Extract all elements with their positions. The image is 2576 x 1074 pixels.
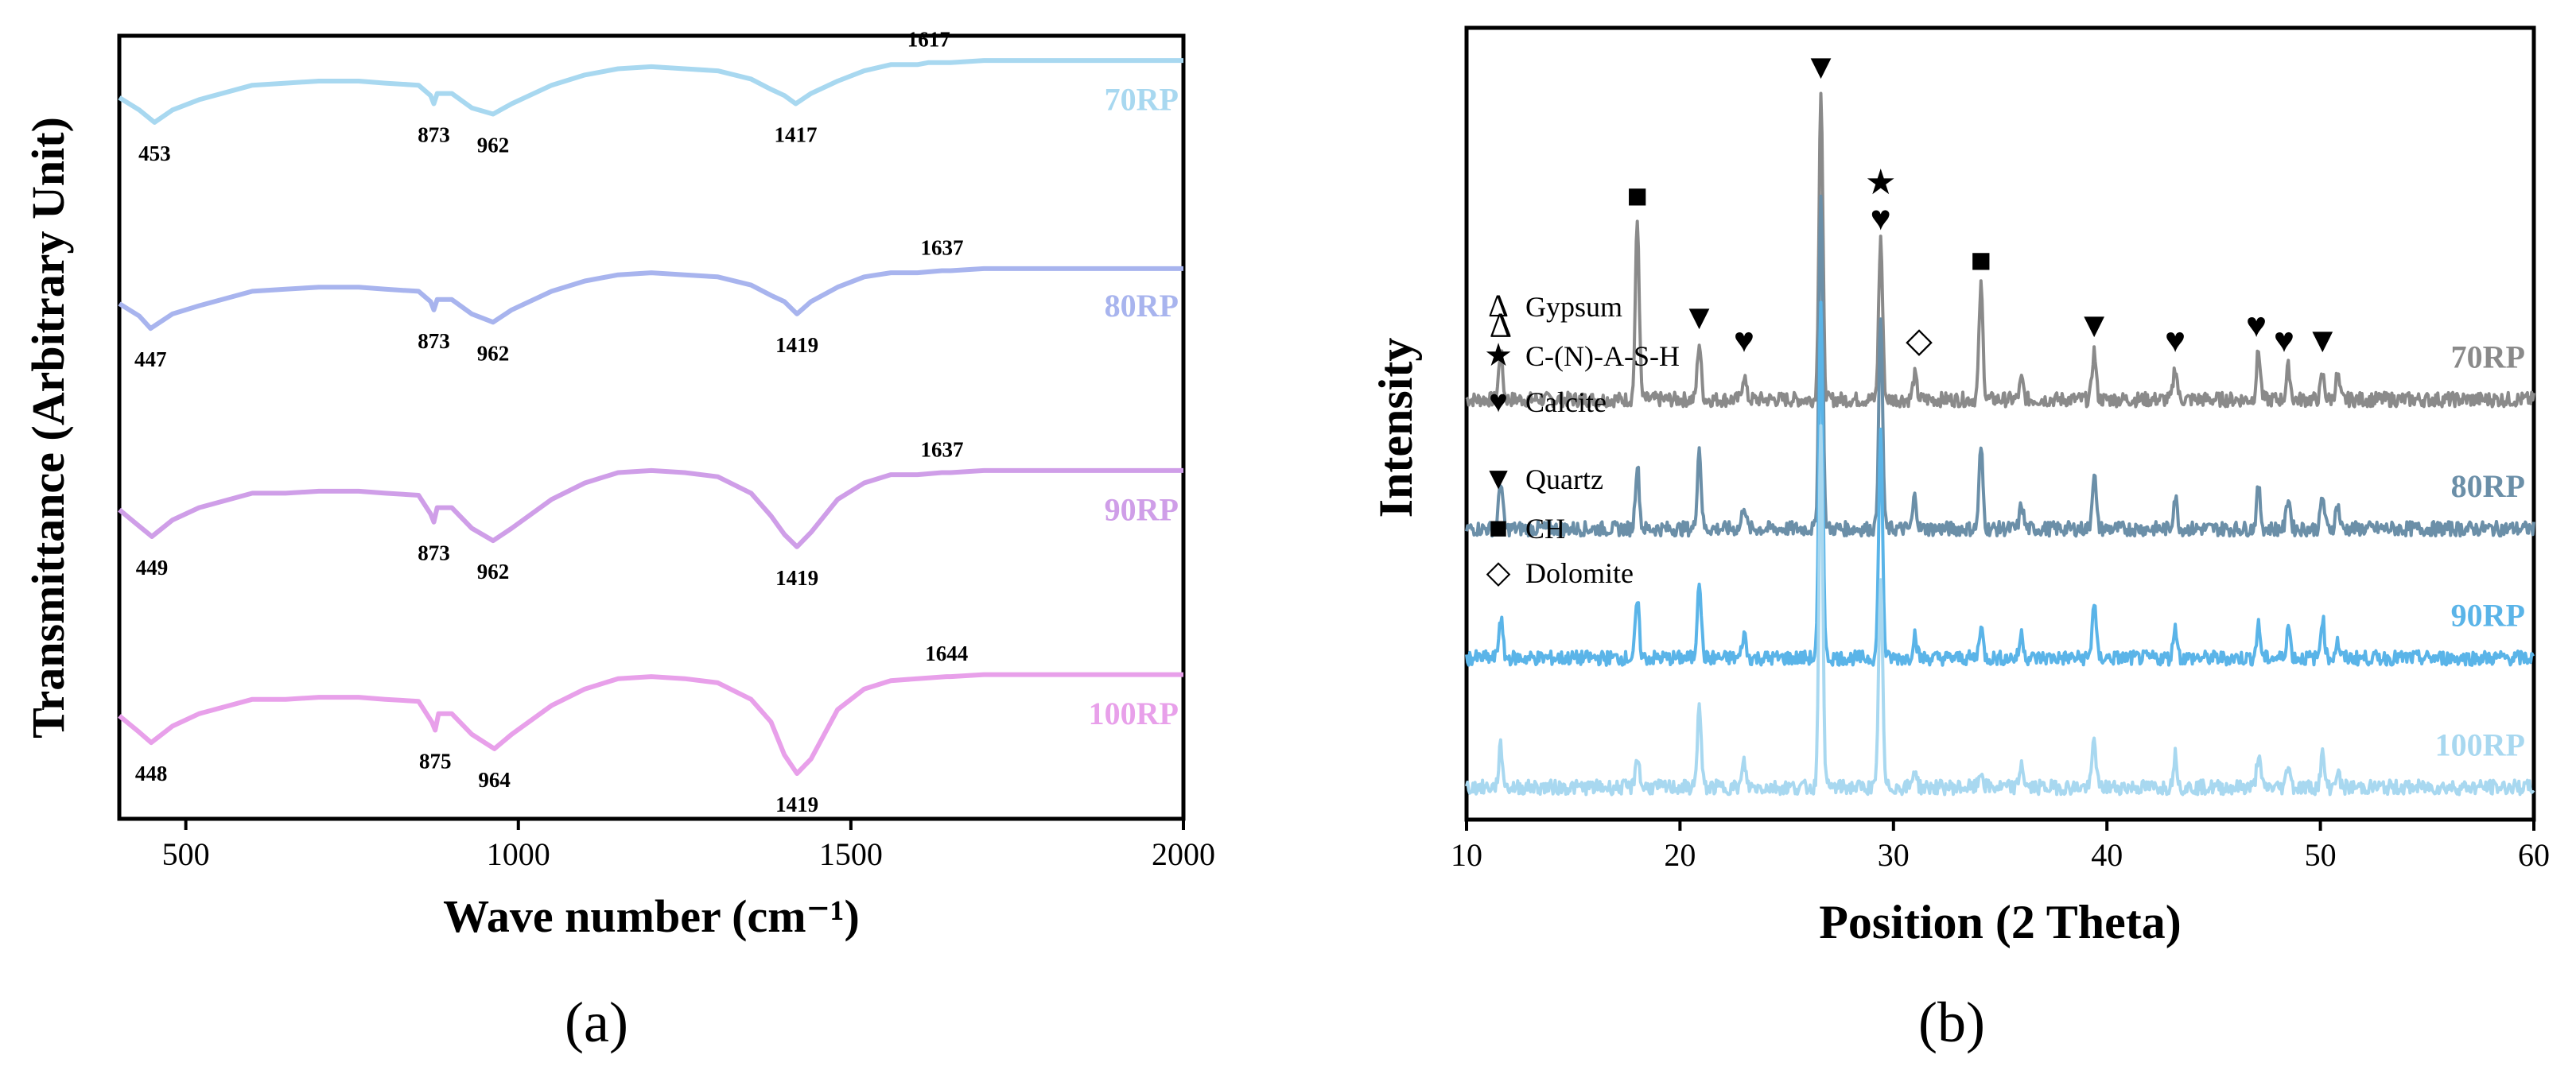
xrd-phase-marker-calcite: ♥: [2165, 321, 2186, 360]
ftir-peak-label: 1419: [775, 333, 818, 357]
legend-label: C-(N)-A-S-H: [1525, 340, 1680, 372]
panel-a-frame: [117, 33, 1186, 821]
x-tick-label: 1000: [487, 836, 550, 872]
ftir-peak-label: 875: [419, 750, 452, 774]
xrd-phase-marker-ch: ■: [1626, 176, 1648, 215]
ftir-peak-label: 449: [136, 556, 169, 580]
xrd-curve-100RP: [1465, 424, 2535, 797]
xrd-phase-marker-dolomite: ◇: [1906, 321, 1933, 360]
ftir-curve-70RP: [118, 58, 1183, 125]
ftir-peak-label: 873: [418, 329, 450, 353]
ftir-peak-label: 962: [477, 341, 510, 365]
xrd-phase-marker-calcite: ♥: [1734, 321, 1754, 360]
panel-a-x-axis-label: Wave number (cm⁻¹): [443, 890, 860, 942]
ftir-peak-label: 1419: [775, 566, 818, 590]
panel-b-curves: [1465, 91, 2535, 797]
ftir-peak-label: 962: [477, 134, 510, 157]
xrd-phase-marker-ch: ■: [1971, 241, 1992, 280]
panel-a-x-ticks: 500 1000 1500 2000: [162, 819, 1215, 872]
ftir-peak-label: 873: [418, 123, 450, 147]
legend-symbol: ■: [1489, 510, 1508, 545]
ftir-peak-label: 964: [478, 768, 511, 792]
xrd-phase-marker-quartz: ▼: [2077, 306, 2112, 345]
panel-b-series-labels: 70RP 80RP 90RP 100RP: [2435, 339, 2525, 763]
ftir-curve-90RP: [118, 467, 1183, 549]
panel-b-x-ticks: 10 20 30 40 50 60: [1451, 820, 2550, 873]
legend-label: CH: [1525, 513, 1565, 545]
panel-b-frame: [1464, 25, 2536, 822]
ftir-peak-label: 1637: [920, 236, 963, 260]
x-tick-label: 10: [1451, 837, 1482, 873]
x-tick-label: 20: [1664, 837, 1696, 873]
xrd-series-label-90RP: 90RP: [2451, 598, 2525, 634]
x-tick-label: 40: [2091, 837, 2123, 873]
legend-label: Dolomite: [1525, 557, 1634, 589]
panel-b-y-axis-label: Intensity: [1370, 338, 1422, 518]
panel-a-curves: 70RP 80RP 90RP 100RP: [118, 58, 1183, 776]
ftir-peak-label: 448: [135, 762, 168, 785]
ftir-curve-100RP: [118, 672, 1183, 776]
ftir-peak-label: 1644: [925, 642, 968, 665]
xrd-series-label-80RP: 80RP: [2451, 468, 2525, 504]
ftir-series-label-80RP: 80RP: [1105, 288, 1179, 324]
xrd-phase-marker-quartz: ▼: [1804, 47, 1839, 86]
legend-symbol: ★: [1484, 337, 1513, 373]
xrd-phase-marker-c-n-a-s-h: ★: [1865, 163, 1896, 202]
panel-b-legend: Δ Gypsum ★ C-(N)-A-S-H ♥ Calcite ▼ Quartz ■ CH ◇ Do…: [1482, 288, 1680, 590]
x-tick-label: 1500: [819, 836, 883, 872]
xrd-series-label-70RP: 70RP: [2451, 339, 2525, 375]
xrd-curve-70RP: [1465, 91, 2535, 409]
panel-a-label: (a): [565, 991, 628, 1054]
xrd-curve-90RP: [1465, 300, 2535, 667]
xrd-phase-marker-calcite: ♥: [1871, 199, 1891, 238]
legend-label: Gypsum: [1525, 291, 1622, 323]
legend-symbol: Δ: [1488, 288, 1509, 324]
legend-label: Quartz: [1525, 463, 1603, 495]
panel-b-x-axis-label: Position (2 Theta): [1819, 896, 2182, 948]
ftir-peak-label: 1417: [774, 123, 817, 147]
ftir-series-label-90RP: 90RP: [1105, 491, 1179, 527]
legend-symbol: ♥: [1489, 383, 1508, 419]
xrd-phase-marker-gypsum: Δ: [1490, 306, 1512, 345]
ftir-curve-80RP: [118, 266, 1183, 332]
legend-symbol: ▼: [1482, 460, 1514, 496]
xrd-curve-80RP: [1465, 194, 2535, 538]
legend-label: Calcite: [1525, 386, 1607, 418]
ftir-peak-label: 453: [138, 142, 171, 165]
x-tick-label: 30: [1878, 837, 1910, 873]
ftir-peak-label: 873: [418, 541, 450, 565]
ftir-peak-label: 1419: [775, 793, 818, 816]
xrd-phase-marker-calcite: ♥: [2246, 306, 2267, 345]
xrd-series-label-100RP: 100RP: [2435, 727, 2525, 762]
ftir-peak-label: 1637: [920, 438, 963, 462]
panel-a-annotations: 453 873 962 1417 1617 447 873 962 1419 1637 449 873…: [134, 28, 968, 816]
ftir-peak-label: 447: [134, 347, 167, 371]
x-tick-label: 2000: [1152, 836, 1215, 872]
panel-b-label: (b): [1918, 991, 1985, 1054]
ftir-series-label-100RP: 100RP: [1089, 696, 1179, 731]
xrd-phase-marker-quartz: ▼: [2306, 321, 2341, 360]
x-tick-label: 50: [2305, 837, 2337, 873]
x-tick-label: 500: [162, 836, 210, 872]
ftir-peak-label: 1617: [907, 28, 950, 52]
xrd-phase-marker-calcite: ♥: [2274, 321, 2294, 360]
ftir-series-label-70RP: 70RP: [1105, 82, 1179, 118]
xrd-phase-marker-quartz: ▼: [1682, 297, 1717, 336]
legend-symbol: ◇: [1486, 554, 1511, 590]
x-tick-label: 60: [2518, 837, 2550, 873]
panel-a-y-axis-label: Transmittance (Arbitrary Unit): [22, 117, 74, 739]
ftir-peak-label: 962: [477, 560, 510, 584]
panel-b-phase-markers: Δ■▼♥▼★♥◇■▼ ♥ ♥ ♥ ▼: [1490, 47, 2340, 359]
